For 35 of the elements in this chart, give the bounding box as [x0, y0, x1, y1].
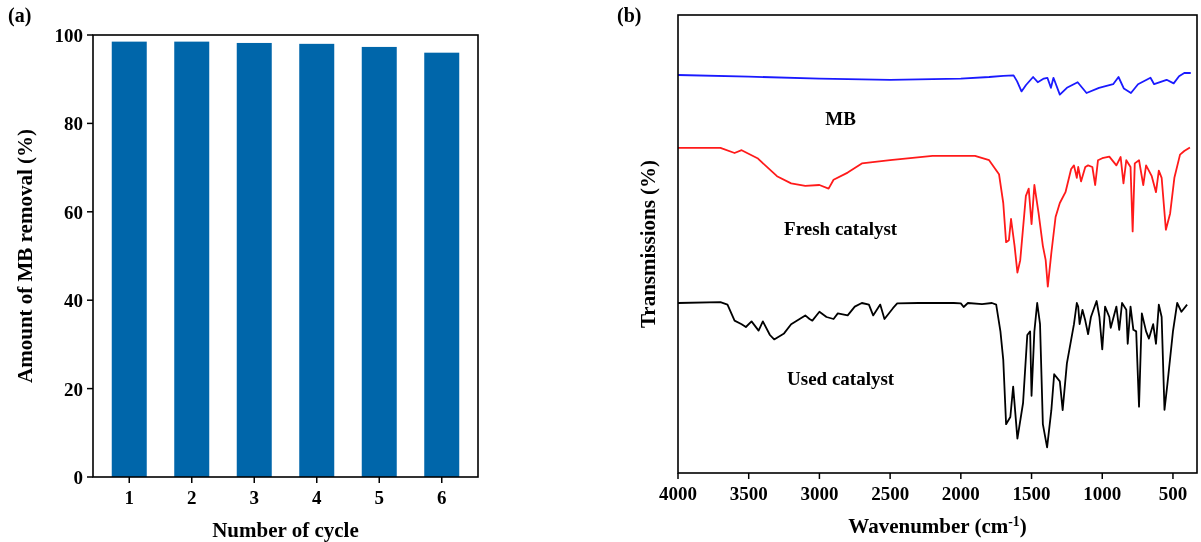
x-tick-label: 4000	[659, 483, 697, 504]
bar	[424, 52, 460, 477]
x-axis-title: Wavenumber (cm$^{-1}$)	[848, 513, 1027, 538]
bar	[299, 43, 335, 477]
y-axis-title: Amount of MB removal (%)	[13, 129, 37, 383]
x-tick-label: 1000	[1083, 483, 1122, 504]
series-label: Fresh catalyst	[784, 217, 898, 239]
bar	[111, 41, 147, 477]
series-label: MB	[825, 107, 857, 129]
x-axis-title: Number of cycle	[212, 518, 359, 542]
x-tick-label: 3500	[729, 483, 768, 504]
bar	[236, 42, 272, 477]
y-tick-label: 20	[64, 378, 83, 400]
bar	[361, 46, 397, 477]
x-tick-label: 4	[312, 487, 322, 508]
x-tick-label: 1500	[1012, 483, 1051, 504]
x-tick-label: 2500	[871, 483, 910, 504]
series-label: Used catalyst	[787, 368, 895, 390]
text: (b)	[617, 4, 642, 27]
x-tick-label: 2	[187, 487, 197, 508]
x-tick-label: 500	[1158, 483, 1188, 504]
x-tick-label: 2000	[941, 483, 980, 504]
y-tick-label: 0	[73, 467, 83, 488]
text: (a)	[8, 4, 32, 27]
y-axis-title: Transmissions (%)	[636, 159, 660, 329]
x-tick-label: 3000	[800, 483, 839, 504]
y-tick-label: 80	[64, 113, 83, 135]
y-tick-label: 40	[64, 290, 83, 312]
x-tick-label: 1	[124, 487, 134, 508]
x-tick-label: 5	[374, 487, 384, 508]
y-tick-label: 60	[64, 201, 83, 223]
x-tick-label: 3	[249, 487, 259, 508]
bar	[174, 41, 210, 477]
x-tick-label: 6	[437, 487, 447, 508]
y-tick-label: 100	[54, 25, 83, 46]
